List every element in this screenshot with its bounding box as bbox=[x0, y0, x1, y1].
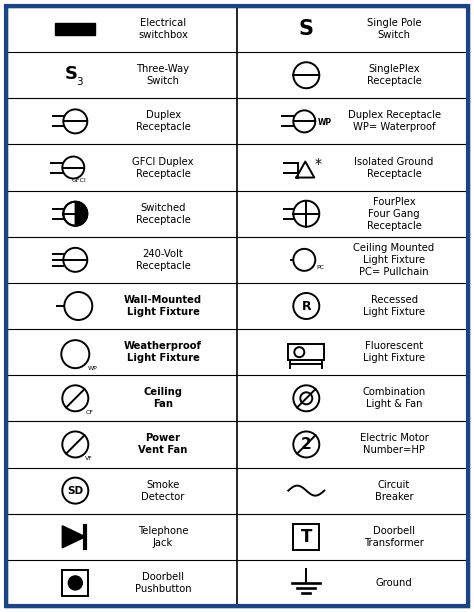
Text: WP: WP bbox=[317, 118, 331, 127]
Text: Wall-Mounted
Light Fixture: Wall-Mounted Light Fixture bbox=[124, 295, 202, 317]
Text: Weatherproof
Light Fixture: Weatherproof Light Fixture bbox=[124, 341, 202, 363]
Text: GFCI Duplex
Receptacle: GFCI Duplex Receptacle bbox=[132, 157, 194, 179]
Text: Telephone
Jack: Telephone Jack bbox=[138, 526, 188, 548]
Wedge shape bbox=[75, 202, 87, 226]
Text: 3: 3 bbox=[76, 77, 82, 88]
Text: S: S bbox=[299, 19, 314, 39]
Text: PC: PC bbox=[316, 265, 324, 270]
Text: Duplex
Receptacle: Duplex Receptacle bbox=[136, 110, 191, 132]
Text: Switched
Receptacle: Switched Receptacle bbox=[136, 203, 191, 225]
Text: Duplex Receptacle
WP= Waterproof: Duplex Receptacle WP= Waterproof bbox=[347, 110, 441, 132]
Bar bbox=[293, 524, 319, 550]
Text: SinglePlex
Receptacle: SinglePlex Receptacle bbox=[367, 64, 421, 86]
Text: Doorbell
Pushbutton: Doorbell Pushbutton bbox=[135, 572, 191, 594]
Text: Three-Way
Switch: Three-Way Switch bbox=[137, 64, 190, 86]
Text: Recessed
Light Fixture: Recessed Light Fixture bbox=[363, 295, 425, 317]
Text: CF: CF bbox=[85, 410, 93, 416]
Text: WP: WP bbox=[87, 366, 97, 371]
Text: Ground: Ground bbox=[376, 578, 412, 588]
Text: T: T bbox=[301, 528, 312, 546]
Bar bbox=[55, 23, 95, 35]
Text: 2: 2 bbox=[301, 437, 312, 452]
Text: Electrical
switchbox: Electrical switchbox bbox=[138, 18, 188, 40]
Text: Smoke
Detector: Smoke Detector bbox=[141, 480, 185, 502]
Bar bbox=[62, 570, 88, 596]
Text: Ceiling Mounted
Light Fixture
PC= Pullchain: Ceiling Mounted Light Fixture PC= Pullch… bbox=[354, 243, 435, 277]
Text: 240-Volt
Receptacle: 240-Volt Receptacle bbox=[136, 249, 191, 271]
Text: SD: SD bbox=[67, 485, 83, 496]
Circle shape bbox=[64, 202, 87, 226]
Circle shape bbox=[68, 576, 82, 590]
Bar bbox=[288, 344, 324, 360]
Text: *: * bbox=[315, 157, 322, 171]
Text: S: S bbox=[65, 65, 78, 83]
Text: Electric Motor
Number=HP: Electric Motor Number=HP bbox=[360, 433, 428, 455]
Text: Combination
Light & Fan: Combination Light & Fan bbox=[363, 387, 426, 409]
Text: Power
Vent Fan: Power Vent Fan bbox=[138, 433, 188, 455]
Text: R: R bbox=[301, 299, 311, 313]
Text: Ceiling
Fan: Ceiling Fan bbox=[144, 387, 182, 409]
Text: FourPlex
Four Gang
Receptacle: FourPlex Four Gang Receptacle bbox=[367, 196, 421, 231]
Text: VF: VF bbox=[85, 457, 93, 461]
Polygon shape bbox=[62, 526, 85, 548]
Text: GFCI: GFCI bbox=[72, 177, 87, 182]
Text: Single Pole
Switch: Single Pole Switch bbox=[367, 18, 421, 40]
Text: Circuit
Breaker: Circuit Breaker bbox=[375, 480, 413, 502]
Text: Fluorescent
Light Fixture: Fluorescent Light Fixture bbox=[363, 341, 425, 363]
Text: Isolated Ground
Receptacle: Isolated Ground Receptacle bbox=[355, 157, 434, 179]
Text: Doorbell
Transformer: Doorbell Transformer bbox=[364, 526, 424, 548]
